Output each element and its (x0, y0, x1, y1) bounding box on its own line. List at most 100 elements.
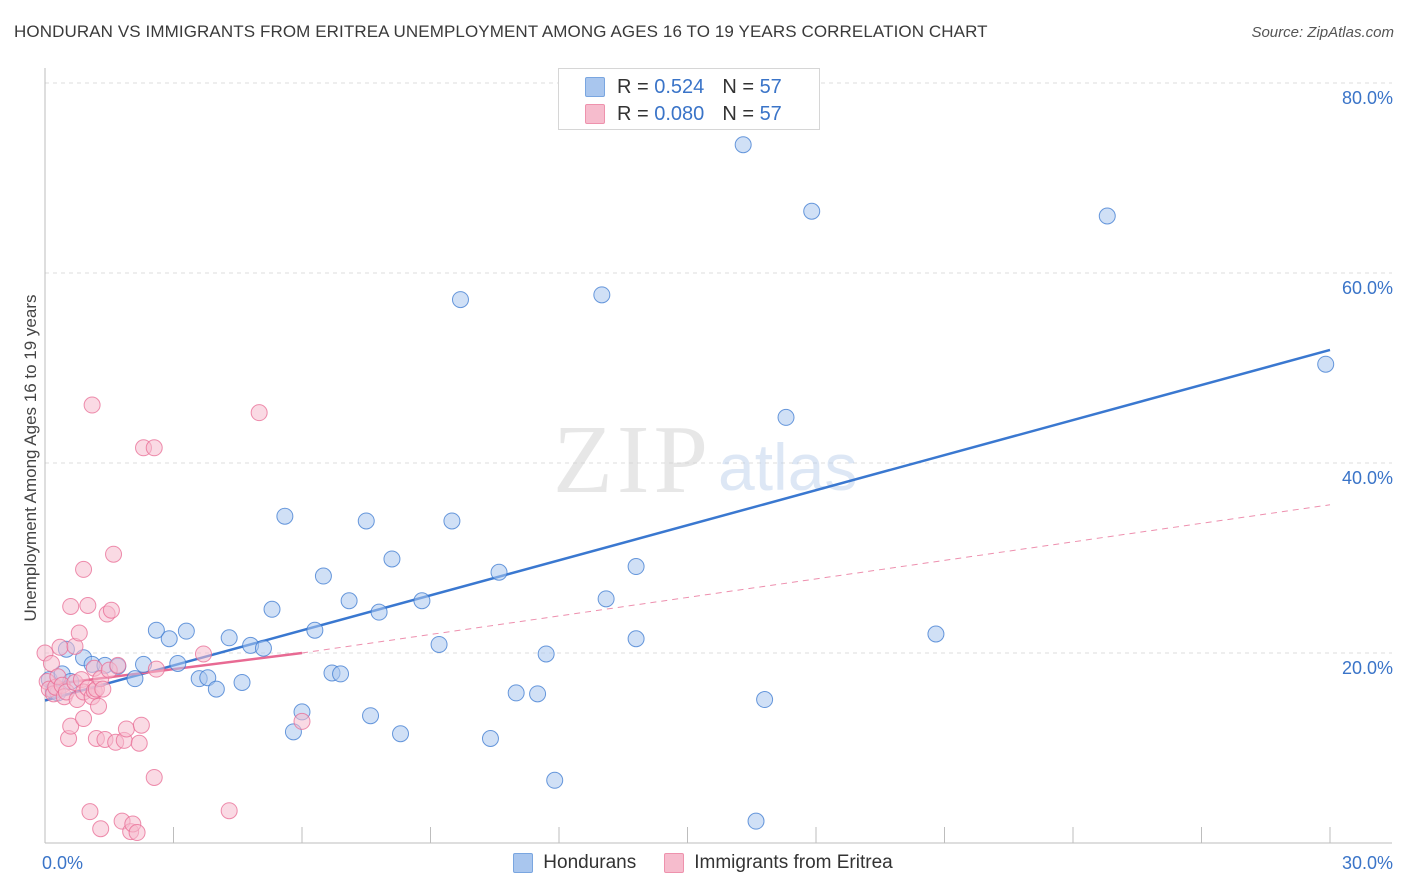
point-hondurans (383, 550, 401, 568)
y-tick-label: 20.0% (1342, 658, 1393, 678)
point-hondurans (597, 590, 615, 608)
x-tick-label: 30.0% (1342, 853, 1393, 873)
point-hondurans (392, 725, 410, 743)
point-eritrea (147, 660, 165, 678)
legend-item-eritrea[interactable]: Immigrants from Eritrea (664, 852, 893, 874)
point-hondurans (314, 567, 332, 585)
legend-r-label: R = (617, 102, 649, 125)
point-hondurans (207, 680, 225, 698)
legend-n-label: N = (722, 75, 754, 98)
y-axis-label: Unemployment Among Ages 16 to 19 years (21, 295, 40, 622)
point-hondurans (734, 136, 752, 154)
point-hondurans (126, 670, 144, 688)
legend-item-hondurans[interactable]: Hondurans (513, 852, 636, 874)
point-hondurans (332, 665, 350, 683)
point-eritrea (75, 560, 93, 578)
point-eritrea (105, 545, 123, 563)
watermark-atlas: atlas (718, 430, 857, 504)
legend-n-label: N = (722, 102, 754, 125)
watermark-zip: ZIP (553, 406, 712, 514)
point-hondurans (357, 512, 375, 530)
point-eritrea (117, 720, 135, 738)
point-hondurans (263, 600, 281, 618)
point-hondurans (529, 685, 547, 703)
legend-n-value: 57 (759, 75, 782, 98)
point-eritrea (75, 710, 93, 728)
y-tick-label: 60.0% (1342, 278, 1393, 298)
point-hondurans (233, 673, 251, 691)
point-eritrea (145, 768, 163, 786)
legend-row-hondurans: R = 0.524 N = 57 (585, 74, 782, 100)
trend-extension-eritrea (301, 504, 1331, 654)
trend-lines (44, 348, 1331, 702)
y-tick-label: 80.0% (1342, 88, 1393, 108)
point-hondurans (627, 630, 645, 648)
point-hondurans (306, 621, 324, 639)
legend-n-value: 57 (759, 102, 782, 125)
point-hondurans (199, 669, 217, 687)
point-hondurans (747, 812, 765, 830)
point-hondurans (756, 691, 774, 709)
point-eritrea (70, 624, 88, 642)
data-points (36, 136, 1335, 842)
point-eritrea (250, 404, 268, 422)
correlation-legend: R = 0.524 N = 57 R = 0.080 N = 57 (558, 68, 820, 130)
point-hondurans (430, 635, 448, 653)
chart-title: HONDURAN VS IMMIGRANTS FROM ERITREA UNEM… (14, 22, 988, 41)
point-hondurans (370, 603, 388, 621)
legend-swatch-eritrea (664, 853, 685, 873)
tick-labels: 20.0% 40.0% 60.0% 80.0% 0.0% 30.0% (42, 88, 1393, 873)
point-hondurans (627, 558, 645, 576)
point-hondurans (220, 629, 238, 647)
point-hondurans (537, 645, 555, 663)
x-tick-label: 0.0% (42, 853, 83, 873)
axes (44, 68, 1392, 844)
point-hondurans (481, 730, 499, 747)
point-eritrea (83, 396, 101, 414)
point-eritrea (62, 597, 80, 615)
legend-row-eritrea: R = 0.080 N = 57 (585, 101, 782, 127)
point-eritrea (51, 638, 69, 656)
point-hondurans (927, 625, 945, 643)
point-hondurans (777, 408, 795, 426)
trend-line-hondurans (44, 348, 1331, 702)
point-hondurans (177, 622, 195, 640)
point-eritrea (90, 697, 108, 715)
point-hondurans (160, 630, 178, 648)
legend-label-eritrea: Immigrants from Eritrea (694, 852, 893, 873)
point-eritrea (128, 824, 146, 842)
point-hondurans (593, 286, 611, 304)
point-eritrea (79, 597, 97, 614)
source-label: Source: ZipAtlas.com (1251, 24, 1394, 41)
point-eritrea (132, 716, 150, 734)
legend-r-value: 0.524 (654, 75, 705, 98)
point-hondurans (340, 592, 358, 610)
legend-r-label: R = (617, 75, 649, 98)
point-hondurans (362, 707, 380, 725)
point-hondurans (276, 507, 294, 525)
point-hondurans (451, 291, 469, 309)
legend-label-hondurans: Hondurans (543, 852, 637, 873)
point-eritrea (102, 601, 120, 619)
watermark: ZIP atlas (553, 406, 857, 514)
point-eritrea (293, 712, 311, 730)
y-tick-label: 40.0% (1342, 468, 1393, 488)
point-eritrea (145, 439, 163, 457)
legend-swatch-eritrea (585, 104, 605, 124)
legend-swatch-hondurans (513, 853, 534, 873)
legend-r-value: 0.080 (654, 102, 705, 125)
point-hondurans (1098, 207, 1116, 225)
legend-swatch-hondurans (585, 77, 605, 97)
series-legend: Hondurans Immigrants from Eritrea (0, 852, 1406, 874)
point-eritrea (194, 645, 212, 663)
point-eritrea (94, 680, 112, 698)
point-hondurans (254, 639, 272, 657)
point-hondurans (546, 771, 564, 789)
point-eritrea (109, 656, 127, 674)
point-hondurans (490, 563, 508, 581)
point-hondurans (507, 684, 525, 702)
point-hondurans (169, 654, 187, 672)
grid-lines (45, 82, 1392, 654)
point-eritrea (62, 717, 80, 735)
